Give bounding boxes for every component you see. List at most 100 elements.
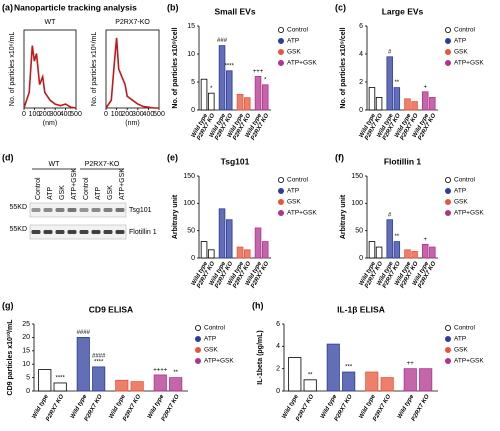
significance: **	[173, 370, 178, 376]
bar	[225, 70, 233, 111]
panel-title: CD9 ELISA	[89, 304, 133, 314]
lane-label: GSK	[59, 185, 66, 200]
legend-swatch	[194, 324, 201, 331]
y-tick-label: 0	[191, 107, 195, 114]
bar	[261, 84, 269, 111]
significance: ****	[94, 359, 104, 365]
bar	[254, 76, 262, 111]
bar	[207, 92, 215, 111]
legend-swatch	[277, 209, 284, 216]
y-tick-label: 0	[191, 255, 195, 262]
x-tick-label: 500	[70, 111, 82, 118]
bar	[218, 45, 226, 111]
legend-label: Control	[454, 325, 476, 332]
significance: *	[210, 86, 213, 92]
legend-label: ATP	[287, 188, 299, 195]
x-tick-label: 200	[121, 111, 133, 118]
subtitle: P2RX7-KO	[115, 19, 150, 26]
band	[55, 230, 65, 234]
bar	[393, 87, 401, 111]
panel-title: Small EVs	[214, 6, 255, 16]
bar	[53, 382, 67, 392]
bar	[225, 219, 233, 259]
bar	[130, 381, 144, 392]
bar	[393, 241, 401, 259]
bar	[115, 379, 129, 392]
y-tick-label: 25	[22, 321, 30, 328]
band	[67, 208, 77, 212]
protein-label: Flotillin 1	[129, 229, 157, 236]
lane-label: ATP+GSK	[119, 168, 126, 200]
bar	[368, 87, 376, 111]
bar	[169, 377, 183, 392]
legend-label: ATP	[204, 336, 216, 343]
legend-label: Control	[454, 27, 476, 34]
significance: **	[394, 234, 399, 240]
significance: +	[423, 237, 427, 243]
band	[79, 230, 89, 234]
subtitle: WT	[45, 19, 57, 26]
y-axis-label: IL-1beta (pg/mL)	[257, 330, 264, 384]
legend-label: GSK	[454, 49, 468, 56]
y-tick-label: 0	[26, 388, 30, 395]
band	[91, 230, 101, 234]
legend-swatch	[194, 346, 201, 353]
significance: ###	[217, 38, 228, 44]
significance: ****	[225, 63, 235, 69]
legend-label: ATP	[287, 38, 299, 45]
y-tick-label: 150	[183, 173, 195, 180]
band	[115, 208, 125, 212]
lane-label: GSK	[107, 185, 114, 200]
legend-swatch	[444, 346, 451, 353]
legend-swatch	[277, 60, 284, 67]
y-tick-label: 100	[351, 200, 363, 207]
significance: ####	[92, 353, 106, 359]
x-tick-label: 100	[29, 111, 41, 118]
legend-label: GSK	[454, 347, 468, 354]
legend-label: Control	[287, 27, 309, 34]
y-axis-label: Arbitrary unit	[172, 194, 179, 239]
bar	[92, 366, 106, 392]
bar	[421, 243, 429, 259]
bar	[288, 357, 302, 392]
y-tick-label: 5	[191, 79, 195, 86]
significance: +++	[253, 69, 264, 75]
y-axis-label: No. of particles x10⁶/mL	[91, 32, 98, 107]
lane-label: ATP	[95, 187, 102, 200]
legend-swatch	[194, 357, 201, 364]
legend-label: Control	[454, 177, 476, 184]
legend-swatch	[194, 335, 201, 342]
panel-label: (e)	[167, 152, 178, 162]
panel-label: (d)	[2, 152, 14, 162]
significance: **	[394, 80, 399, 86]
x-tick-label: 0	[104, 111, 108, 118]
band	[115, 230, 125, 234]
band	[103, 208, 113, 212]
legend-swatch	[444, 198, 451, 205]
group-label: WT	[49, 161, 61, 168]
protein-label: Tsg101	[129, 207, 152, 214]
panel-label: (h)	[252, 300, 264, 310]
bar	[386, 219, 393, 259]
band	[43, 208, 53, 212]
bar	[236, 246, 244, 259]
panel-label: (a)	[2, 2, 13, 12]
x-tick-label: 0	[22, 111, 26, 118]
plot-frame	[105, 29, 160, 109]
panel-label: (f)	[335, 152, 344, 162]
legend-label: GSK	[287, 199, 301, 206]
bar	[218, 208, 226, 259]
legend-label: Control	[287, 177, 309, 184]
bar	[419, 368, 433, 392]
size-distribution	[23, 45, 77, 109]
plot-frame	[23, 29, 77, 109]
legend-label: Control	[204, 325, 226, 332]
legend-label: ATP+GSK	[204, 358, 234, 365]
y-tick-label: 50	[355, 228, 363, 235]
bar	[368, 241, 376, 259]
bar	[429, 246, 436, 259]
x-tick-label: 300	[132, 111, 144, 118]
y-tick-label: 10	[187, 51, 195, 58]
legend-swatch	[444, 49, 451, 56]
